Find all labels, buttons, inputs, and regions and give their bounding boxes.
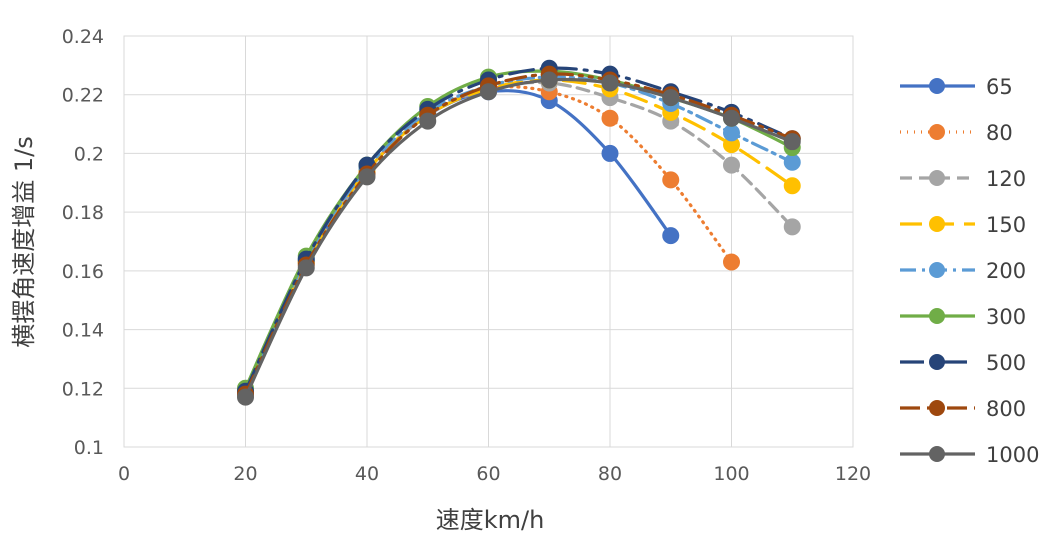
legend-label: 200 [986, 259, 1026, 283]
y-tick-label: 0.22 [62, 85, 104, 107]
legend-label: 150 [986, 213, 1026, 237]
x-tick-label: 80 [598, 463, 622, 485]
x-axis-title: 速度km/h [436, 506, 545, 534]
data-point [783, 153, 801, 171]
data-point [723, 124, 740, 142]
y-tick-label: 0.24 [62, 26, 104, 48]
legend-label: 800 [986, 397, 1026, 421]
x-tick-label: 20 [233, 463, 257, 485]
legend-item-1000: 1000 [900, 443, 1039, 467]
legend-label: 1000 [986, 443, 1039, 467]
data-point [783, 133, 801, 151]
legend: 65 80 120 150 200 300 500 800 1000 [900, 75, 1039, 467]
data-point [662, 171, 680, 189]
y-axis-title: 横摆角速度增益 1/s [10, 136, 38, 348]
data-point [723, 156, 740, 174]
data-point [723, 109, 740, 127]
legend-item-65: 65 [900, 75, 1013, 99]
legend-item-200: 200 [900, 259, 1026, 283]
legend-item-300: 300 [900, 305, 1026, 329]
y-tick-label: 0.2 [74, 143, 104, 165]
data-point [297, 259, 315, 277]
legend-marker [929, 400, 945, 416]
data-point [662, 227, 680, 245]
legend-marker [929, 78, 945, 94]
y-tick-label: 0.1 [74, 437, 104, 459]
legend-label: 500 [986, 351, 1026, 375]
legend-item-120: 120 [900, 167, 1026, 191]
axes: 0 20 40 60 80 100 120 0.1 0.12 0.14 0.16 0.18 0.2 0.2… [62, 26, 871, 485]
y-tick-label: 0.18 [62, 202, 104, 224]
series-1000 [237, 71, 801, 406]
data-point [783, 218, 801, 236]
legend-marker [929, 124, 945, 140]
data-point [419, 112, 437, 130]
x-tick-label: 40 [355, 463, 379, 485]
legend-marker [929, 446, 945, 462]
y-tick-label: 0.14 [62, 320, 104, 342]
data-point [783, 177, 801, 195]
data-point [723, 253, 740, 271]
data-point [358, 168, 376, 186]
x-tick-label: 100 [713, 463, 749, 485]
legend-marker [929, 354, 945, 370]
data-point [540, 71, 558, 89]
legend-label: 300 [986, 305, 1026, 329]
data-point [601, 109, 619, 127]
data-point [237, 388, 254, 406]
x-tick-label: 120 [835, 463, 871, 485]
x-tick-label: 0 [118, 463, 130, 485]
data-point [480, 83, 497, 101]
legend-item-500: 500 [900, 351, 1026, 375]
x-tick-label: 60 [476, 463, 500, 485]
legend-item-800: 800 [900, 397, 1026, 421]
legend-marker [929, 308, 945, 324]
data-point [662, 89, 680, 107]
series-group [237, 59, 801, 406]
data-point [601, 144, 619, 162]
legend-label: 80 [986, 121, 1013, 145]
legend-item-150: 150 [900, 213, 1026, 237]
legend-marker [929, 216, 945, 232]
legend-marker [929, 170, 945, 186]
data-point [601, 74, 619, 92]
legend-label: 120 [986, 167, 1026, 191]
legend-item-80: 80 [900, 121, 1013, 145]
y-tick-label: 0.12 [62, 378, 104, 400]
y-tick-label: 0.16 [62, 261, 104, 283]
legend-label: 65 [986, 75, 1013, 99]
legend-marker [929, 262, 945, 278]
